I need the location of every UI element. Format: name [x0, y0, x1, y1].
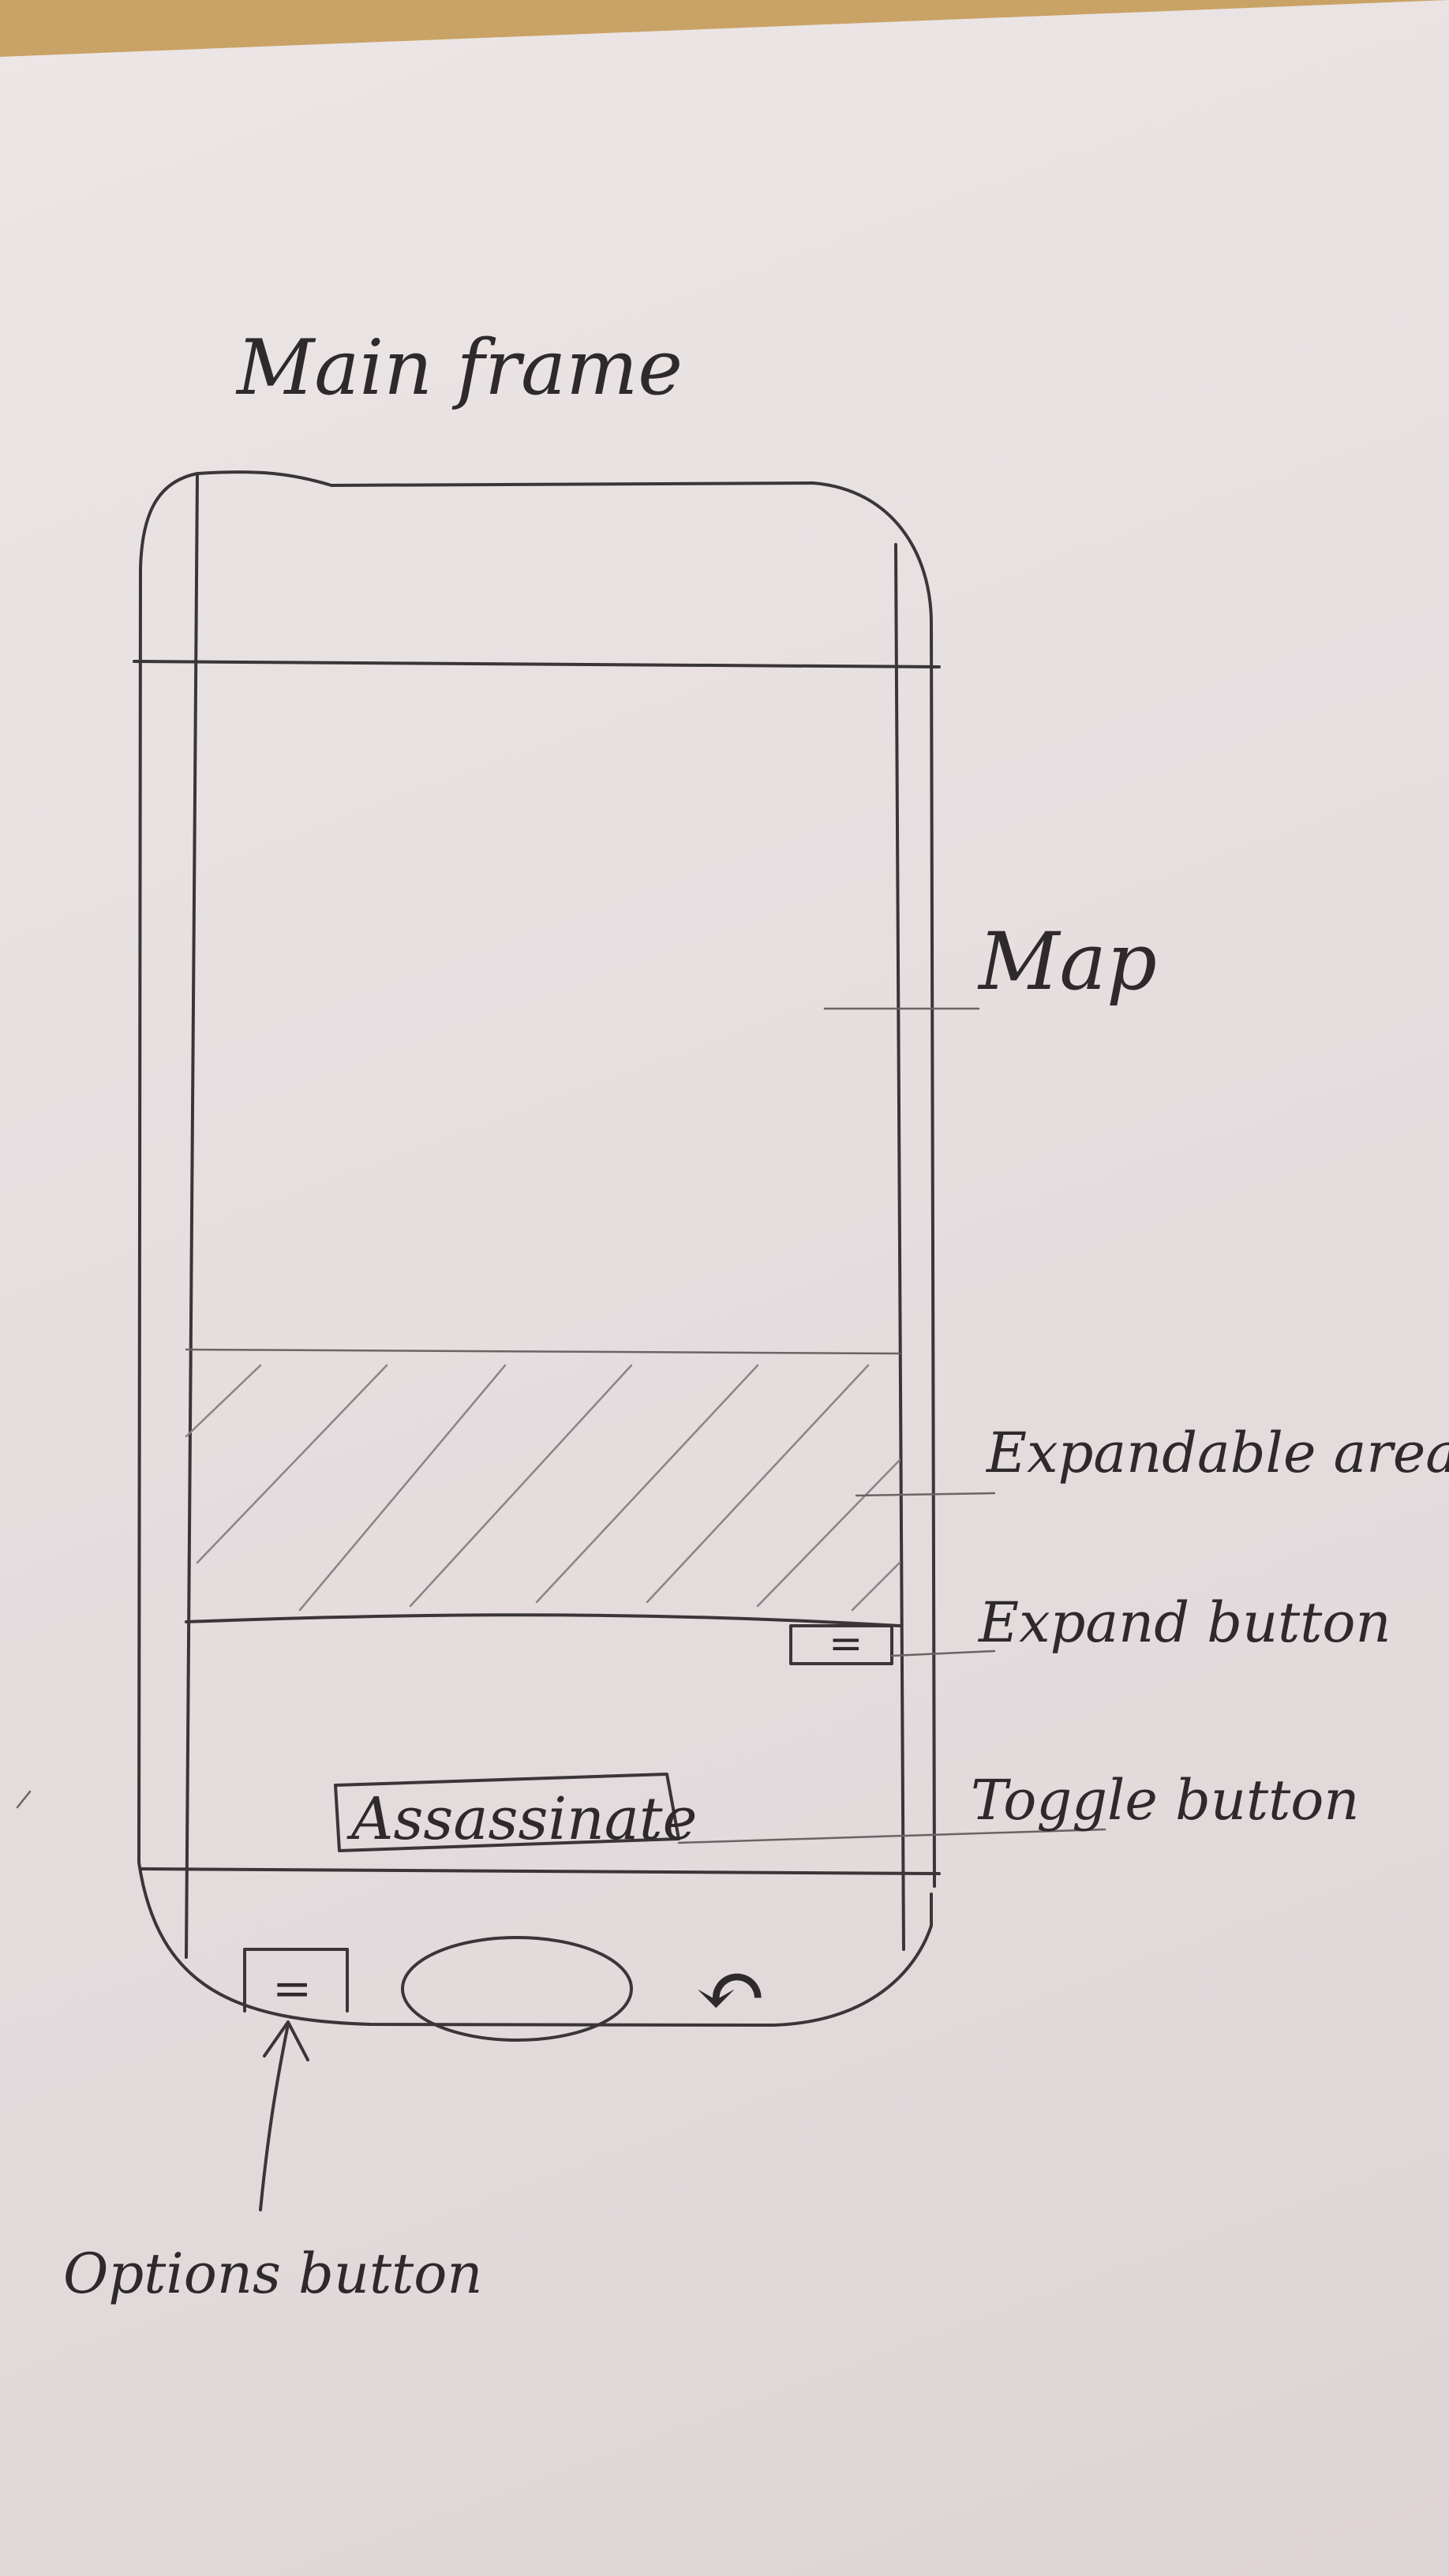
- phone-inner-left: [185, 472, 199, 1959]
- options-arrow: [259, 2023, 290, 2211]
- expandable-bottom-line: [185, 1613, 901, 1627]
- options-button-annotation: Options button: [63, 2241, 483, 2306]
- toggle-button[interactable]: [334, 1773, 680, 1852]
- options-arrowhead: [263, 2020, 309, 2061]
- expand-button[interactable]: [789, 1624, 893, 1665]
- stray-mark: [16, 1790, 32, 1809]
- options-button[interactable]: [243, 1948, 349, 2012]
- expand-button-annotation: Expand button: [979, 1590, 1391, 1655]
- expandable-area-annotation: Expandable area: [987, 1421, 1449, 1485]
- frame-title: Main frame: [237, 324, 683, 412]
- status-bar-line: [133, 660, 941, 668]
- toggle-button-leader: [677, 1828, 1106, 1844]
- expand-button-leader: [890, 1649, 996, 1657]
- expand-button-glyph: =: [829, 1620, 863, 1668]
- expandable-leader: [855, 1492, 996, 1497]
- toggle-button-label: Assassinate: [346, 1785, 697, 1853]
- expandable-top-line: [185, 1348, 901, 1355]
- phone-outline: [137, 470, 936, 2027]
- map-annotation: Map: [979, 915, 1158, 1008]
- phone-inner-right: [894, 543, 905, 1951]
- back-icon[interactable]: ↶: [695, 1940, 767, 2041]
- home-button[interactable]: [401, 1936, 633, 2042]
- expandable-area-hatching: [185, 1364, 901, 1612]
- options-button-glyph: =: [272, 1961, 312, 2016]
- nav-bar-line: [140, 1867, 941, 1875]
- toggle-button-annotation: Toggle button: [971, 1768, 1360, 1833]
